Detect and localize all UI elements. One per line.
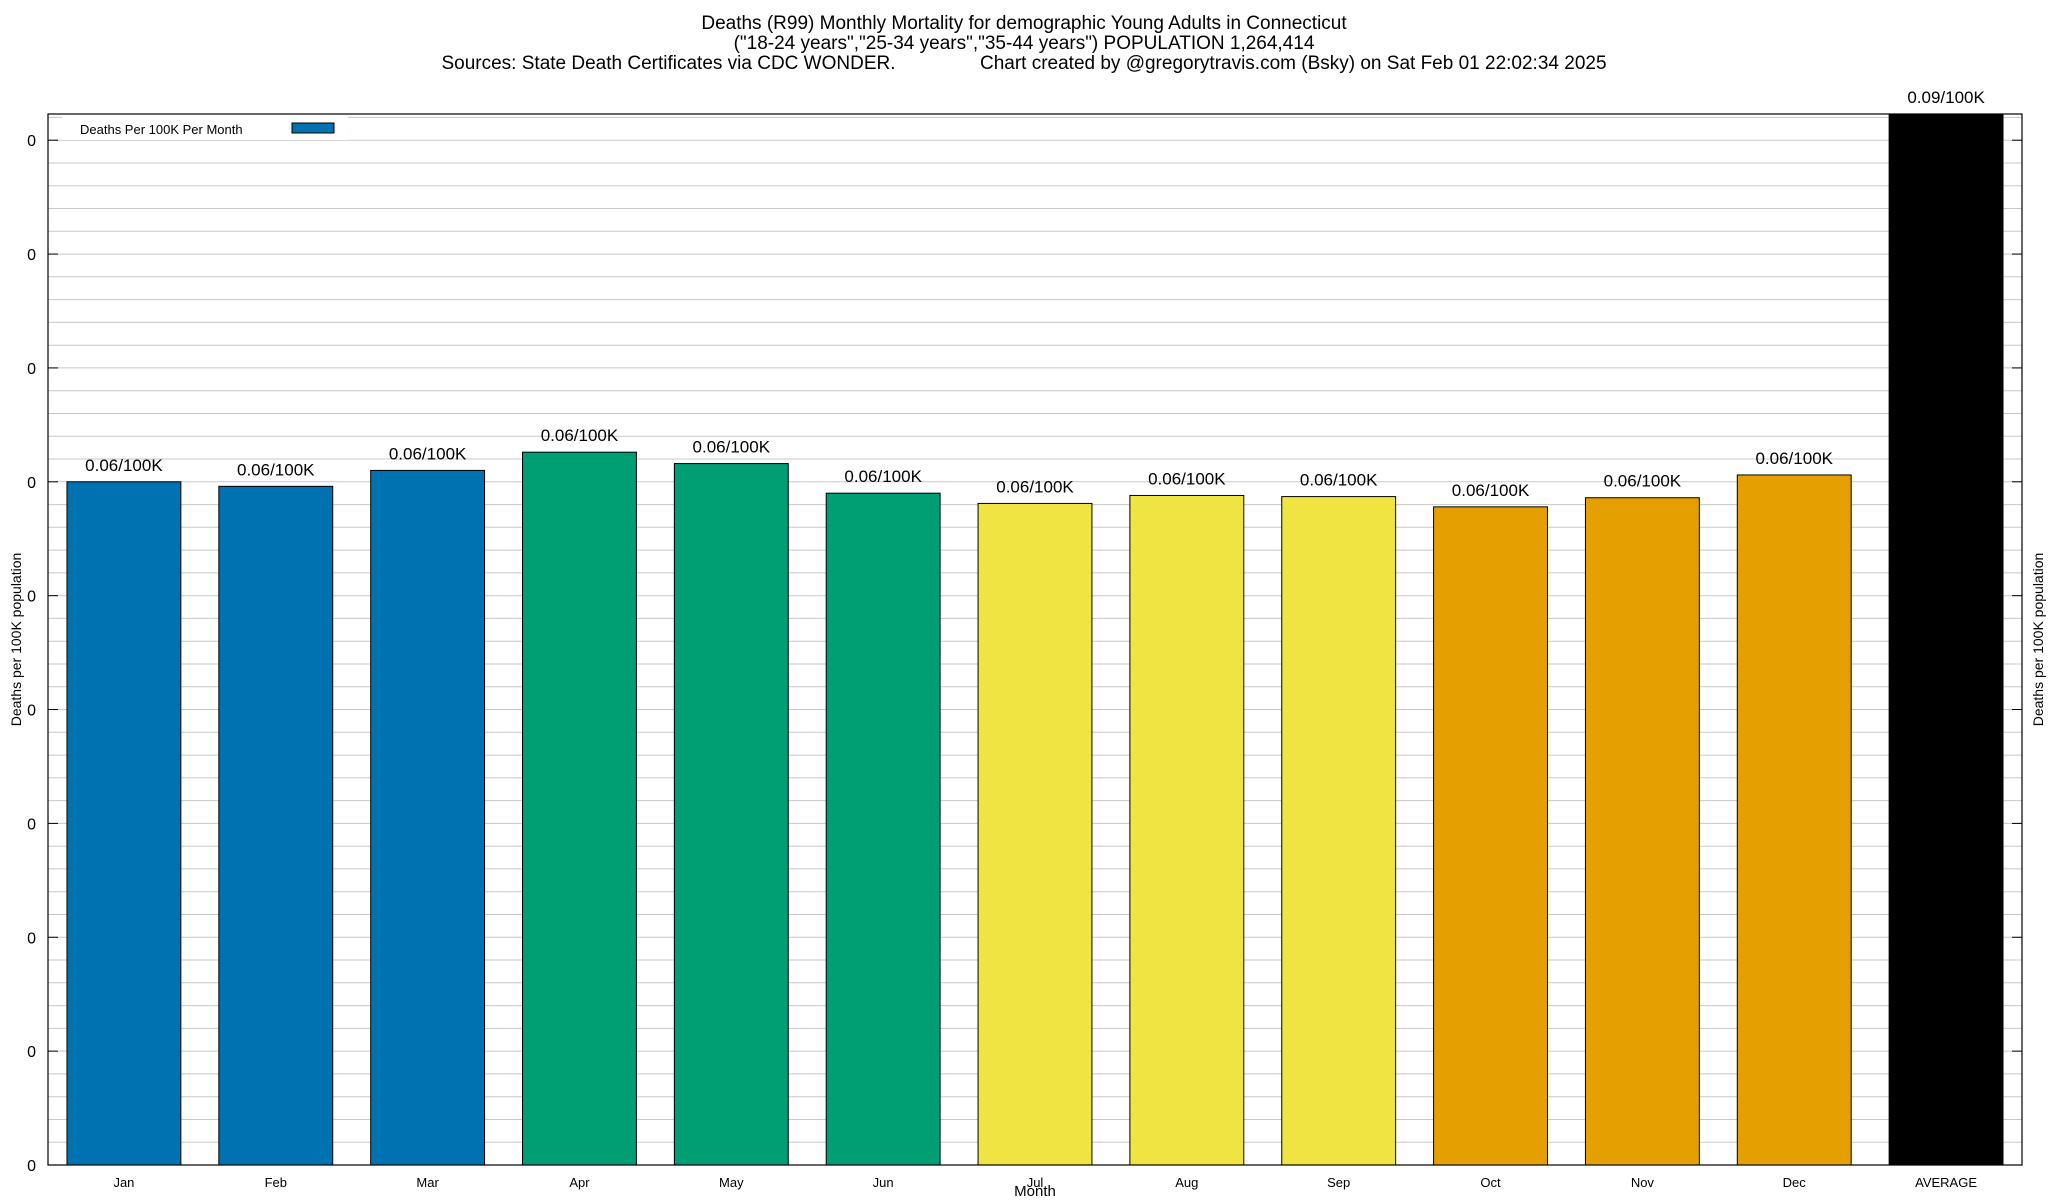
bar-sep (1281, 496, 1397, 1166)
x-tick-label: May (719, 1175, 744, 1190)
bar-jul (977, 502, 1093, 1166)
bars-layer (66, 113, 2004, 1166)
y-axis-label-left: Deaths per 100K population (8, 553, 24, 727)
x-tick-label: Dec (1783, 1175, 1807, 1190)
bar-apr (522, 451, 637, 1166)
legend: Deaths Per 100K Per Month (62, 116, 348, 140)
y-tick-label: 0 (27, 589, 36, 606)
y-tick-label: 0 (27, 816, 36, 833)
y-tick-label: 0 (27, 133, 36, 150)
bar-value-label: 0.06/100K (996, 477, 1074, 496)
bar-jan (66, 481, 182, 1166)
x-tick-label: AVERAGE (1915, 1175, 1977, 1190)
y-tick-label: 0 (27, 475, 36, 492)
y-tick-label: 0 (27, 361, 36, 378)
x-tick-label: Jun (873, 1175, 894, 1190)
y-tick-label: 0 (27, 703, 36, 720)
x-tick-label: Apr (569, 1175, 590, 1190)
x-tick-label: Oct (1480, 1175, 1501, 1190)
bar-value-label: 0.06/100K (1148, 469, 1226, 488)
y-axis-label-right: Deaths per 100K population (2030, 553, 2046, 727)
bar-aug (1129, 494, 1245, 1166)
bar-value-label: 0.06/100K (237, 460, 315, 479)
y-tick-label: 0 (27, 1158, 36, 1175)
y-tick-label: 0 (27, 1044, 36, 1061)
chart-sources: Sources: State Death Certificates via CD… (441, 53, 1607, 74)
bar-may (673, 463, 789, 1166)
x-tick-label: Jan (113, 1175, 134, 1190)
bar-feb (218, 485, 334, 1166)
bar-oct (1433, 506, 1548, 1166)
bar-value-label: 0.06/100K (541, 426, 619, 445)
chart-title-block: Deaths (R99) Monthly Mortality for demog… (0, 14, 2048, 74)
chart-subtitle: ("18-24 years","25-34 years","35-44 year… (733, 33, 1315, 54)
x-tick-label: Mar (416, 1175, 439, 1190)
bar-nov (1584, 497, 1700, 1166)
bar-value-label: 0.06/100K (844, 467, 922, 486)
bar-dec (1736, 474, 1852, 1166)
bar-value-label: 0.06/100K (1604, 472, 1682, 491)
bar-value-label: 0.06/100K (1755, 449, 1833, 468)
x-tick-label: Aug (1175, 1175, 1198, 1190)
x-tick-label: Sep (1327, 1175, 1350, 1190)
y-tick-label: 0 (27, 930, 36, 947)
bar-value-label: 0.09/100K (1907, 88, 1985, 107)
x-tick-label: Feb (265, 1175, 287, 1190)
bar-value-label: 0.06/100K (85, 456, 163, 475)
bar-jun (825, 492, 941, 1166)
legend-swatch (291, 122, 335, 134)
x-tick-label: Jul (1027, 1175, 1044, 1190)
bar-value-label: 0.06/100K (693, 438, 771, 457)
bar-value-label: 0.06/100K (389, 444, 467, 463)
chart-title: Deaths (R99) Monthly Mortality for demog… (701, 13, 1347, 34)
x-axis-label: Month (1014, 1183, 1056, 1200)
bar-average (1888, 113, 2004, 1166)
bar-value-label: 0.06/100K (1452, 481, 1530, 500)
labels-layer: 0 0 0 0 0 0 0 0 0 0 0.06/100K Jan 0.06/100K Feb 0.06/1… (27, 88, 2022, 1190)
y-tick-label: 0 (27, 247, 36, 264)
bar-value-label: 0.06/100K (1300, 471, 1378, 490)
bar-mar (370, 469, 486, 1166)
legend-label: Deaths Per 100K Per Month (80, 122, 243, 137)
plot-frame (47, 113, 2023, 1166)
x-tick-label: Nov (1631, 1175, 1655, 1190)
